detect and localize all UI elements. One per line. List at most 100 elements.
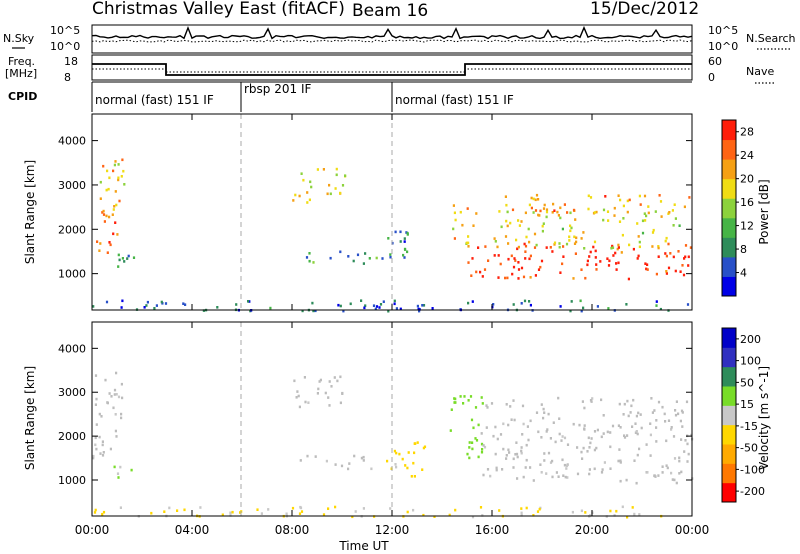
echo-cell <box>104 378 107 382</box>
echo-cell <box>517 219 520 222</box>
echo-cell <box>94 403 97 406</box>
echo-cell <box>562 255 565 258</box>
nave-label: Nave <box>746 65 774 78</box>
echo-cell <box>647 205 650 208</box>
echo-cell <box>554 440 557 444</box>
echo-cell <box>347 255 350 258</box>
echo-cell <box>418 308 421 311</box>
echo-cell <box>619 426 622 429</box>
echo-cell <box>613 214 616 217</box>
echo-cell <box>337 303 340 307</box>
x-tick-label: 00:00 <box>75 523 110 537</box>
echo-cell <box>317 387 320 391</box>
echo-cell <box>106 169 109 173</box>
echo-cell <box>570 226 573 230</box>
echo-cell <box>310 185 313 189</box>
echo-cell <box>626 434 629 437</box>
echo-cell <box>640 426 643 430</box>
echo-cell <box>349 302 352 306</box>
echo-cell <box>94 508 97 512</box>
echo-cell <box>572 422 575 426</box>
echo-cell <box>117 395 121 399</box>
echo-cell <box>120 416 123 420</box>
echo-cell <box>410 475 413 478</box>
echo-cell <box>657 400 661 404</box>
echo-cell <box>524 257 527 260</box>
echo-cell <box>401 457 404 461</box>
echo-cell <box>422 304 426 307</box>
frequency-panel-frame <box>91 54 693 81</box>
echo-cell <box>625 478 628 482</box>
echo-cell <box>495 466 498 470</box>
echo-cell <box>495 468 498 472</box>
echo-cell <box>588 446 591 449</box>
echo-cell <box>667 242 670 246</box>
echo-cell <box>546 428 549 431</box>
echo-cell <box>607 264 611 267</box>
echo-cell <box>515 441 518 444</box>
y-tick-label: 2000 <box>58 430 86 443</box>
echo-cell <box>364 252 367 255</box>
echo-cell <box>534 198 537 202</box>
echo-cell <box>453 237 456 240</box>
colorbar-tick-label: 4 <box>740 267 747 280</box>
echo-cell <box>541 224 544 228</box>
echo-cell <box>362 459 365 462</box>
echo-cell <box>643 212 646 215</box>
power-y-axis-label: Slant Range [km] <box>23 160 37 264</box>
y-tick-label: 1000 <box>58 474 86 487</box>
echo-cell <box>553 209 556 212</box>
echo-cell <box>477 423 480 427</box>
echo-cell <box>622 204 625 208</box>
colorbar-segment <box>722 198 736 219</box>
echo-cell <box>221 513 224 517</box>
echo-cell <box>520 266 524 270</box>
velocity-y-axis-label: Slant Range [km] <box>23 366 37 470</box>
echo-cell <box>679 270 682 273</box>
echo-cell <box>512 457 515 461</box>
echo-cell <box>482 444 485 447</box>
echo-cell <box>454 508 457 512</box>
echo-cell <box>505 457 508 460</box>
echo-cell <box>681 411 684 414</box>
echo-cell <box>118 199 121 203</box>
echo-cell <box>545 472 548 475</box>
echo-cell <box>468 446 471 449</box>
echo-cell <box>202 309 205 312</box>
echo-cell <box>94 436 97 440</box>
echo-cell <box>505 403 508 406</box>
echo-cell <box>302 178 305 182</box>
power-colorbar-label: Power [dB] <box>757 179 771 244</box>
echo-cell <box>483 268 487 271</box>
echo-cell <box>306 201 309 204</box>
echo-cell <box>595 268 598 271</box>
echo-cell <box>298 194 301 198</box>
echo-cell <box>530 196 533 200</box>
echo-cell <box>569 309 572 313</box>
echo-cell <box>322 168 325 171</box>
echo-cell <box>664 239 667 243</box>
echo-cell <box>107 187 110 191</box>
freq-unit-label: [MHz] <box>5 67 37 80</box>
echo-cell <box>296 390 299 393</box>
echo-cell <box>328 183 331 187</box>
echo-cell <box>505 219 508 223</box>
echo-cell <box>269 306 272 310</box>
echo-cell <box>229 511 232 515</box>
echo-cell <box>395 307 398 310</box>
echo-cell <box>634 431 637 434</box>
echo-cell <box>507 257 510 261</box>
echo-cell <box>293 379 296 383</box>
echo-cell <box>312 261 315 264</box>
echo-cell <box>298 405 301 409</box>
echo-cell <box>610 246 613 250</box>
colorbar-tick-label: 8 <box>740 243 747 256</box>
echo-cell <box>113 393 116 396</box>
echo-cell <box>568 239 571 242</box>
echo-cell <box>621 233 624 237</box>
echo-cell <box>681 425 684 428</box>
echo-cell <box>671 209 674 212</box>
echo-cell <box>117 265 120 268</box>
echo-cell <box>341 391 344 395</box>
echo-cell <box>407 451 410 454</box>
